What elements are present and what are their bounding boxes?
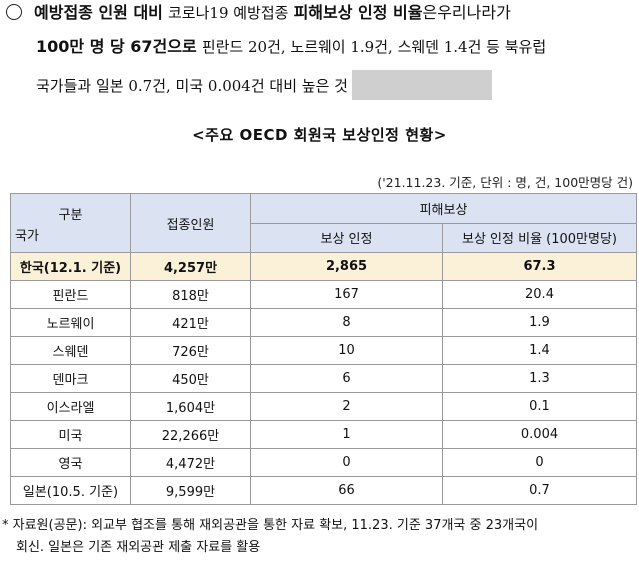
- header-approved: 보상 인정: [250, 222, 443, 253]
- header-category-top: 구분: [58, 208, 83, 223]
- table-row: 영국 4,472만 0 0: [10, 448, 637, 477]
- cell-approved: 1: [250, 420, 443, 449]
- intro-bold-text: 예방접종 인원 대비: [34, 3, 163, 22]
- cell-country: 덴마크: [10, 364, 131, 393]
- table-row: 덴마크 450만 6 1.3: [10, 364, 637, 393]
- table-row: 한국(12.1. 기준) 4,257만 2,865 67.3: [10, 252, 637, 281]
- footnote-line-1: * 자료원(공문): 외교부 협조를 통해 재외공관을 통한 자료 확보, 11…: [2, 518, 539, 533]
- table-row: 노르웨이 421만 8 1.9: [10, 308, 637, 337]
- intro-text: 은우리나라가: [422, 3, 511, 22]
- intro-line-1: 예방접종 인원 대비 코로나19 예방접종 피해보상 인정 비율은우리나라가: [6, 2, 511, 24]
- cell-ratio: 0: [442, 448, 637, 477]
- footnote-line-2: 회신. 일본은 기존 재외공관 제출 자료를 활용: [16, 540, 261, 555]
- cell-vaccinated: 726만: [130, 336, 251, 365]
- intro-bold-text: 피해보상 인정 비율: [293, 3, 423, 22]
- cell-ratio: 0.1: [442, 392, 637, 421]
- table-row: 이스라엘 1,604만 2 0.1: [10, 392, 637, 421]
- cell-ratio: 1.3: [442, 364, 637, 393]
- cell-approved: 0: [250, 448, 443, 477]
- cell-approved: 2,865: [250, 252, 443, 281]
- intro-bold-text: 으로: [167, 37, 197, 56]
- intro-text: 국가들과 일본 0.7건, 미국 0.004건 대비 높은 것: [36, 77, 348, 95]
- redacted-block: [351, 70, 492, 100]
- cell-ratio: 20.4: [442, 280, 637, 309]
- cell-country: 한국(12.1. 기준): [10, 252, 131, 281]
- cell-country: 핀란드: [10, 280, 131, 309]
- cell-country: 노르웨이: [10, 308, 131, 337]
- cell-vaccinated: 421만: [130, 308, 251, 337]
- intro-line-3: 국가들과 일본 0.7건, 미국 0.004건 대비 높은 것: [36, 70, 492, 100]
- cell-vaccinated: 4,472만: [130, 448, 251, 477]
- unit-note: ('21.11.23. 기준, 단위 : 명, 건, 100만명당 건): [377, 175, 633, 190]
- table-row: 미국 22,266만 1 0.004: [10, 420, 637, 449]
- cell-ratio: 0.004: [442, 420, 637, 449]
- header-compensation: 피해보상: [250, 193, 637, 224]
- table-caption: <주요 OECD 회원국 보상인정 현황>: [192, 126, 447, 144]
- cell-vaccinated: 818만: [130, 280, 251, 309]
- cell-approved: 6: [250, 364, 443, 393]
- table-row: 스웨덴 726만 10 1.4: [10, 336, 637, 365]
- cell-country: 스웨덴: [10, 336, 131, 365]
- source-footnote: * 자료원(공문): 외교부 협조를 통해 재외공관을 통한 자료 확보, 11…: [2, 515, 636, 559]
- table-row: 일본(10.5. 기준) 9,599만 66 0.7: [10, 476, 637, 505]
- cell-ratio: 0.7: [442, 476, 637, 505]
- header-vaccinated: 접종인원: [130, 193, 251, 253]
- cell-ratio: 1.9: [442, 308, 637, 337]
- cell-vaccinated: 22,266만: [130, 420, 251, 449]
- cell-country: 이스라엘: [10, 392, 131, 421]
- cell-vaccinated: 1,604만: [130, 392, 251, 421]
- cell-vaccinated: 4,257만: [130, 252, 251, 281]
- header-ratio: 보상 인정 비율 (100만명당): [442, 222, 637, 253]
- cell-vaccinated: 9,599만: [130, 476, 251, 505]
- intro-text: 코로나19 예방접종: [168, 4, 289, 22]
- intro-bold-text: 100만 명 당 67건: [36, 37, 168, 56]
- intro-text: 핀란드 20건, 노르웨이 1.9건, 스웨덴 1.4건 등 북유럽: [201, 38, 547, 56]
- cell-ratio: 67.3: [442, 252, 637, 281]
- cell-approved: 167: [250, 280, 443, 309]
- compensation-table: 구분 국가 접종인원 피해보상 보상 인정 보상 인정 비율 (100만명당) …: [10, 193, 637, 505]
- cell-vaccinated: 450만: [130, 364, 251, 393]
- intro-line-2: 100만 명 당 67건으로 핀란드 20건, 노르웨이 1.9건, 스웨덴 1…: [36, 36, 546, 58]
- cell-ratio: 1.4: [442, 336, 637, 365]
- cell-country: 영국: [10, 448, 131, 477]
- cell-approved: 10: [250, 336, 443, 365]
- header-category-bottom: 국가: [15, 229, 39, 244]
- cell-country: 미국: [10, 420, 131, 449]
- table-row: 핀란드 818만 167 20.4: [10, 280, 637, 309]
- cell-approved: 8: [250, 308, 443, 337]
- circle-bullet-icon: [6, 4, 22, 20]
- header-category: 구분 국가: [10, 193, 131, 253]
- cell-approved: 2: [250, 392, 443, 421]
- cell-approved: 66: [250, 476, 443, 505]
- cell-country: 일본(10.5. 기준): [10, 476, 131, 505]
